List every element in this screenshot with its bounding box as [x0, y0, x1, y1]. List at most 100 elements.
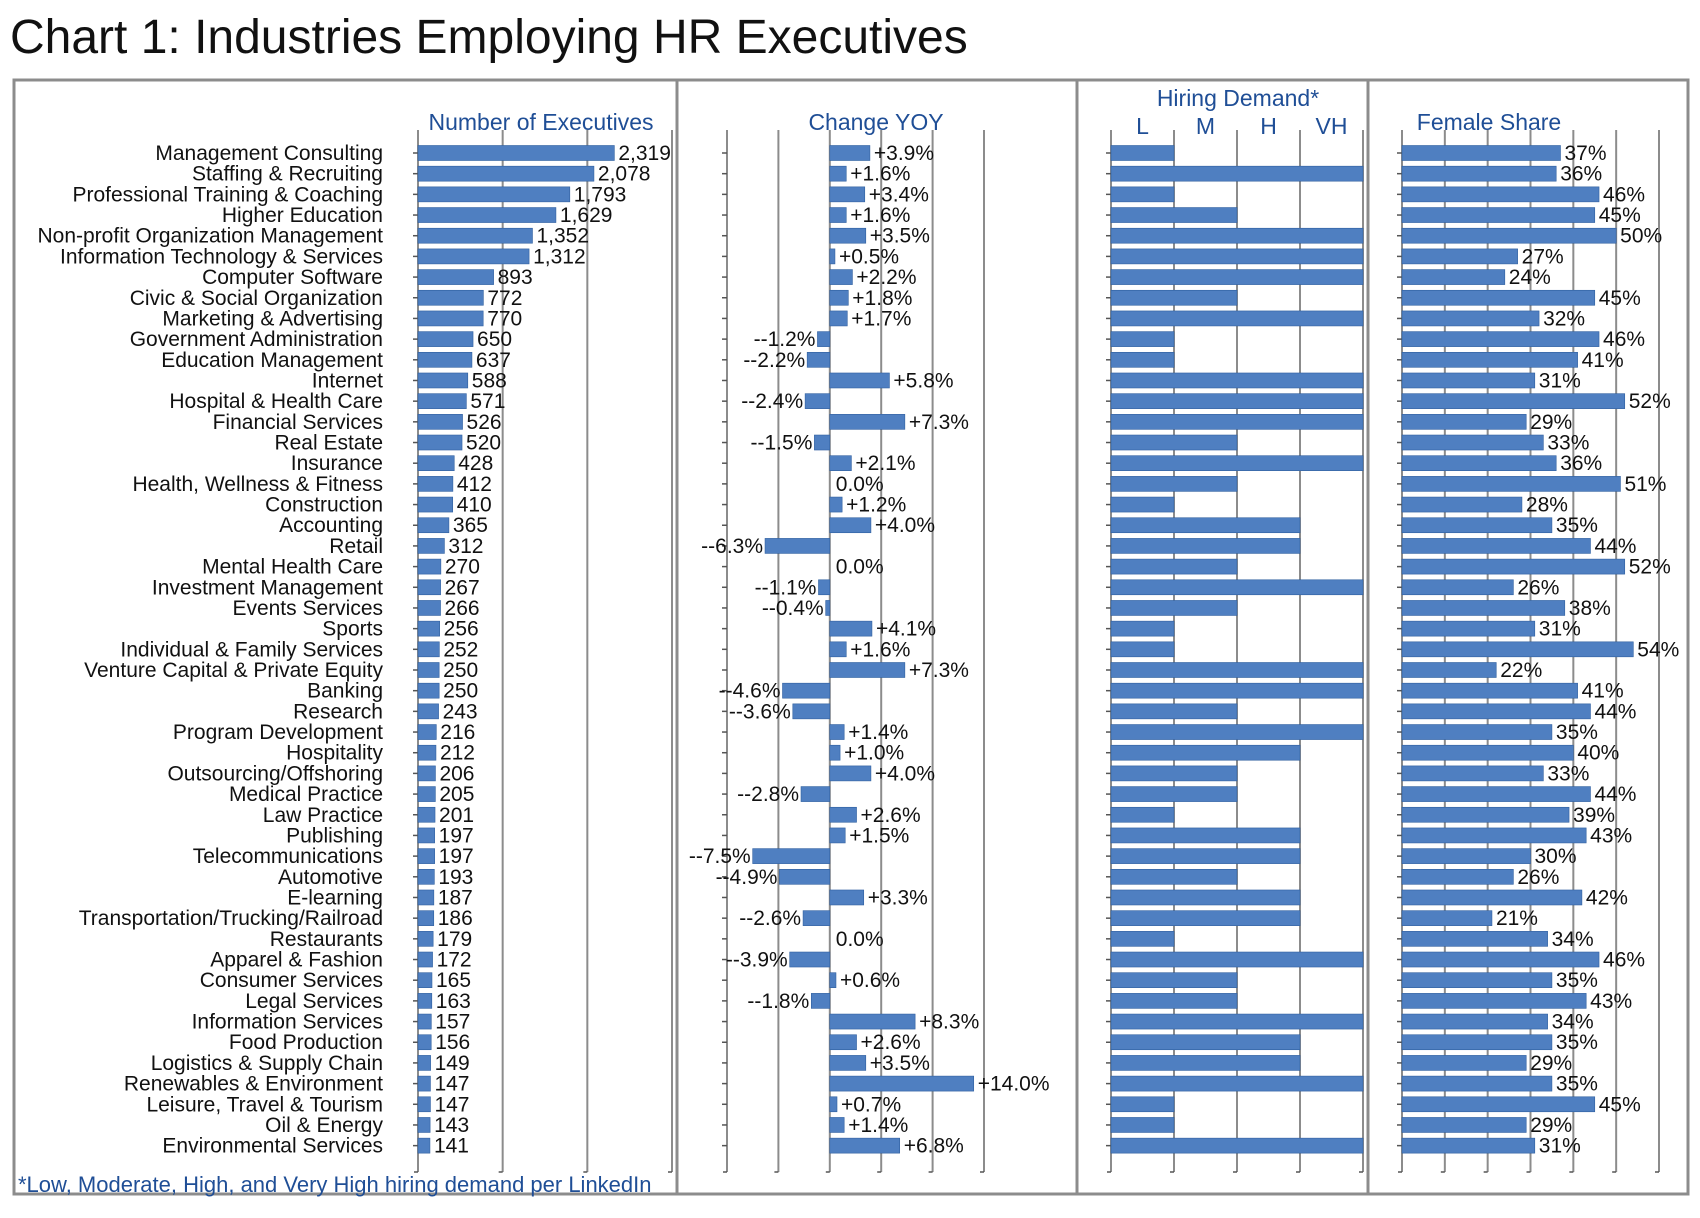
yoy-bar — [829, 207, 847, 223]
yoy-data-label: +0.5% — [839, 245, 899, 268]
executives-data-label: 571 — [470, 390, 505, 413]
executives-data-label: 266 — [445, 597, 480, 620]
yoy-data-label: --3.9% — [726, 949, 788, 972]
executives-data-label: 216 — [440, 721, 475, 744]
executives-data-label: 143 — [434, 1114, 469, 1137]
female-bar — [1401, 641, 1634, 658]
hiring-bar — [1110, 703, 1238, 720]
yoy-bar — [817, 331, 831, 347]
hiring-bar — [1110, 1096, 1175, 1113]
executives-data-label: 206 — [439, 762, 474, 785]
yoy-data-label: --2.4% — [741, 390, 803, 413]
female-data-label: 54% — [1637, 638, 1679, 661]
yoy-bar — [829, 289, 849, 306]
female-bar — [1401, 765, 1544, 782]
yoy-data-label: +4.1% — [876, 618, 936, 641]
yoy-bar — [829, 227, 867, 244]
executives-data-label: 172 — [437, 949, 472, 972]
executives-data-label: 197 — [439, 845, 474, 868]
executives-data-label: 197 — [439, 824, 474, 847]
yoy-data-label: --0.4% — [762, 597, 824, 620]
executives-bar — [417, 682, 440, 699]
executives-bar — [417, 827, 435, 844]
category-label: Restaurants — [270, 928, 383, 951]
yoy-bar — [800, 786, 831, 802]
executives-data-label: 201 — [439, 804, 474, 827]
hiring-bar — [1110, 951, 1364, 968]
female-data-label: 44% — [1594, 783, 1636, 806]
yoy-data-label: +1.6% — [850, 163, 910, 186]
executives-data-label: 772 — [487, 287, 522, 310]
category-label: Staffing & Recruiting — [192, 163, 383, 186]
hiring-bar — [1110, 910, 1301, 926]
executives-data-label: 147 — [434, 1093, 469, 1116]
female-bar — [1401, 289, 1596, 306]
yoy-bar — [804, 393, 831, 409]
hiring-bar — [1110, 682, 1364, 699]
yoy-bar — [829, 414, 906, 430]
hiring-bar — [1110, 827, 1301, 844]
executives-bar — [417, 1137, 431, 1154]
category-label: Accounting — [279, 514, 383, 537]
executives-data-label: 365 — [453, 514, 488, 537]
footnote: *Low, Moderate, High, and Very High hiri… — [18, 1172, 652, 1197]
hiring-bar — [1110, 476, 1238, 492]
executives-data-label: 149 — [435, 1052, 470, 1075]
category-label: Mental Health Care — [202, 556, 383, 579]
executives-data-label: 1,629 — [560, 204, 613, 227]
category-label: Retail — [329, 535, 383, 558]
hiring-bar — [1110, 186, 1175, 203]
executives-bar — [417, 724, 437, 740]
female-bar — [1401, 951, 1600, 968]
executives-bar — [417, 1034, 432, 1051]
executives-bar — [417, 476, 454, 492]
yoy-data-label: +2.6% — [861, 804, 921, 827]
executives-data-label: 250 — [443, 659, 478, 682]
female-data-label: 41% — [1582, 349, 1624, 372]
category-label: Logistics & Supply Chain — [151, 1052, 383, 1075]
yoy-bar — [829, 269, 853, 285]
female-bar — [1401, 165, 1557, 182]
hiring-bar — [1110, 331, 1175, 347]
panel-title-executives: Number of Executives — [429, 109, 654, 135]
female-data-label: 24% — [1509, 266, 1551, 289]
panel-title-female: Female Share — [1417, 109, 1561, 135]
yoy-data-label: +1.6% — [850, 638, 910, 661]
yoy-bar — [829, 186, 866, 203]
hiring-tick-label: VH — [1316, 113, 1348, 139]
category-label: Food Production — [229, 1031, 383, 1054]
executives-data-label: 252 — [443, 638, 478, 661]
executives-bar — [417, 331, 474, 347]
female-bar — [1401, 579, 1514, 596]
yoy-data-label: +3.3% — [868, 886, 928, 909]
executives-bar — [417, 951, 433, 968]
executives-bar — [417, 744, 437, 761]
female-data-label: 22% — [1500, 659, 1542, 682]
executives-data-label: 157 — [435, 1011, 470, 1034]
yoy-bar — [829, 724, 845, 740]
female-data-label: 28% — [1526, 494, 1568, 517]
female-data-label: 21% — [1496, 907, 1538, 930]
female-bar — [1401, 972, 1553, 989]
female-data-label: 26% — [1517, 576, 1559, 599]
yoy-data-label: --4.9% — [716, 866, 778, 889]
executives-bar — [417, 414, 463, 430]
executives-bar — [417, 455, 455, 472]
category-label: Management Consulting — [155, 142, 383, 165]
yoy-data-label: +8.3% — [919, 1011, 979, 1034]
hiring-bar — [1110, 372, 1364, 389]
yoy-bar — [764, 538, 831, 554]
female-data-label: 26% — [1517, 866, 1559, 889]
female-bar — [1401, 1137, 1536, 1154]
female-bar — [1401, 207, 1596, 223]
category-label: Investment Management — [152, 576, 383, 599]
yoy-bar — [810, 993, 831, 1009]
female-bar — [1401, 931, 1548, 947]
yoy-data-label: +1.5% — [849, 824, 909, 847]
yoy-bar — [829, 1034, 857, 1051]
executives-bar — [417, 538, 445, 554]
hiring-bar — [1110, 848, 1301, 864]
female-data-label: 45% — [1599, 287, 1641, 310]
